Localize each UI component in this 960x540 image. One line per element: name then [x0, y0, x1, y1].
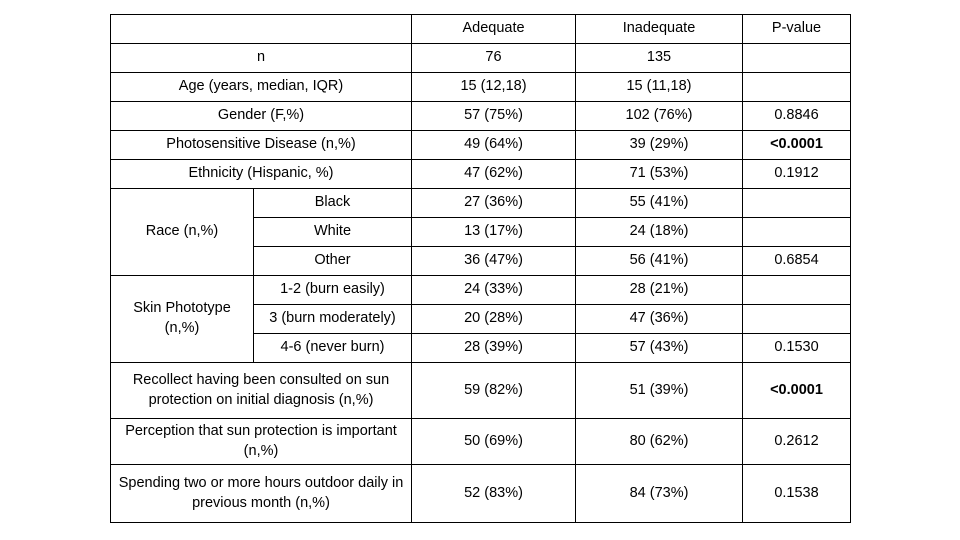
cell-adequate: 57 (75%)	[411, 101, 576, 131]
cell-pvalue: 0.1530	[742, 333, 851, 363]
cell-pvalue: 0.1912	[742, 159, 851, 189]
cell-inadequate: 24 (18%)	[575, 217, 743, 247]
cell-adequate: 76	[411, 43, 576, 73]
cell-adequate: 59 (82%)	[411, 362, 576, 419]
cell-inadequate: 39 (29%)	[575, 130, 743, 160]
row-race-other: Other 36 (47%) 56 (41%) 0.6854	[111, 246, 851, 276]
cell-sublabel: Black	[253, 188, 412, 218]
row-gender: Gender (F,%) 57 (75%) 102 (76%) 0.8846	[110, 101, 851, 131]
cell-sublabel: 4-6 (never burn)	[253, 333, 412, 363]
cell-adequate: 24 (33%)	[411, 275, 576, 305]
cell-pvalue: 0.2612	[742, 417, 851, 466]
cell-pvalue-significant: <0.0001	[742, 130, 851, 160]
header-pvalue: P-value	[742, 14, 851, 44]
row-label: Age (years, median, IQR)	[110, 72, 412, 102]
cell-pvalue: 0.1538	[742, 464, 851, 524]
cell-pvalue	[742, 188, 851, 218]
cell-inadequate: 80 (62%)	[575, 417, 743, 466]
cell-pvalue: 0.6854	[742, 246, 851, 276]
row-label: Photosensitive Disease (n,%)	[110, 130, 412, 160]
cell-pvalue	[742, 275, 851, 305]
row-phototype-3: 3 (burn moderately) 20 (28%) 47 (36%)	[111, 304, 851, 334]
cell-inadequate: 28 (21%)	[575, 275, 743, 305]
header-inadequate: Inadequate	[575, 14, 743, 44]
cell-inadequate: 56 (41%)	[575, 246, 743, 276]
header-empty-cell	[110, 14, 412, 44]
row-photosensitive-disease: Photosensitive Disease (n,%) 49 (64%) 39…	[110, 130, 851, 160]
cell-inadequate: 15 (11,18)	[575, 72, 743, 102]
cell-inadequate: 84 (73%)	[575, 464, 743, 524]
cell-inadequate: 57 (43%)	[575, 333, 743, 363]
cell-sublabel: 3 (burn moderately)	[253, 304, 412, 334]
row-ethnicity: Ethnicity (Hispanic, %) 47 (62%) 71 (53%…	[110, 159, 851, 189]
cell-pvalue	[742, 217, 851, 247]
cell-inadequate: 47 (36%)	[575, 304, 743, 334]
phototype-group-label: Skin Phototype (n,%)	[110, 275, 254, 363]
row-label: Perception that sun protection is import…	[110, 417, 412, 466]
cell-adequate: 20 (28%)	[411, 304, 576, 334]
cell-inadequate: 51 (39%)	[575, 362, 743, 419]
cell-pvalue: 0.8846	[742, 101, 851, 131]
cell-inadequate: 135	[575, 43, 743, 73]
cell-adequate: 36 (47%)	[411, 246, 576, 276]
header-row: Adequate Inadequate P-value	[110, 14, 851, 44]
cell-adequate: 50 (69%)	[411, 417, 576, 466]
cell-pvalue	[742, 304, 851, 334]
cell-adequate: 52 (83%)	[411, 464, 576, 524]
cell-sublabel: White	[253, 217, 412, 247]
cell-adequate: 28 (39%)	[411, 333, 576, 363]
row-label: Recollect having been consulted on sun p…	[110, 362, 412, 419]
cell-adequate: 13 (17%)	[411, 217, 576, 247]
row-label: Gender (F,%)	[110, 101, 412, 131]
row-age: Age (years, median, IQR) 15 (12,18) 15 (…	[110, 72, 851, 102]
statistics-table: Adequate Inadequate P-value n 76 135 Age…	[110, 14, 851, 524]
cell-pvalue	[742, 72, 851, 102]
cell-sublabel: 1-2 (burn easily)	[253, 275, 412, 305]
cell-pvalue-significant: <0.0001	[742, 362, 851, 419]
cell-inadequate: 102 (76%)	[575, 101, 743, 131]
row-phototype-4-6: 4-6 (never burn) 28 (39%) 57 (43%) 0.153…	[111, 333, 851, 363]
row-consulted-sun-protection: Recollect having been consulted on sun p…	[110, 362, 851, 419]
cell-adequate: 27 (36%)	[411, 188, 576, 218]
cell-inadequate: 71 (53%)	[575, 159, 743, 189]
cell-pvalue	[742, 43, 851, 73]
row-race-black: Race (n,%) Black 27 (36%) 55 (41%)	[110, 188, 851, 276]
row-label: Spending two or more hours outdoor daily…	[110, 464, 412, 524]
cell-inadequate: 55 (41%)	[575, 188, 743, 218]
row-race-white: White 13 (17%) 24 (18%)	[111, 217, 851, 247]
cell-adequate: 47 (62%)	[411, 159, 576, 189]
row-phototype-1-2: Skin Phototype (n,%) 1-2 (burn easily) 2…	[110, 275, 851, 363]
race-group-label: Race (n,%)	[110, 188, 254, 276]
cell-adequate: 15 (12,18)	[411, 72, 576, 102]
row-label: n	[110, 43, 412, 73]
row-n: n 76 135	[110, 43, 851, 73]
cell-adequate: 49 (64%)	[411, 130, 576, 160]
row-outdoor-hours: Spending two or more hours outdoor daily…	[110, 464, 851, 524]
cell-sublabel: Other	[253, 246, 412, 276]
row-label: Ethnicity (Hispanic, %)	[110, 159, 412, 189]
row-perception-sun-protection: Perception that sun protection is import…	[110, 417, 851, 466]
header-adequate: Adequate	[411, 14, 576, 44]
